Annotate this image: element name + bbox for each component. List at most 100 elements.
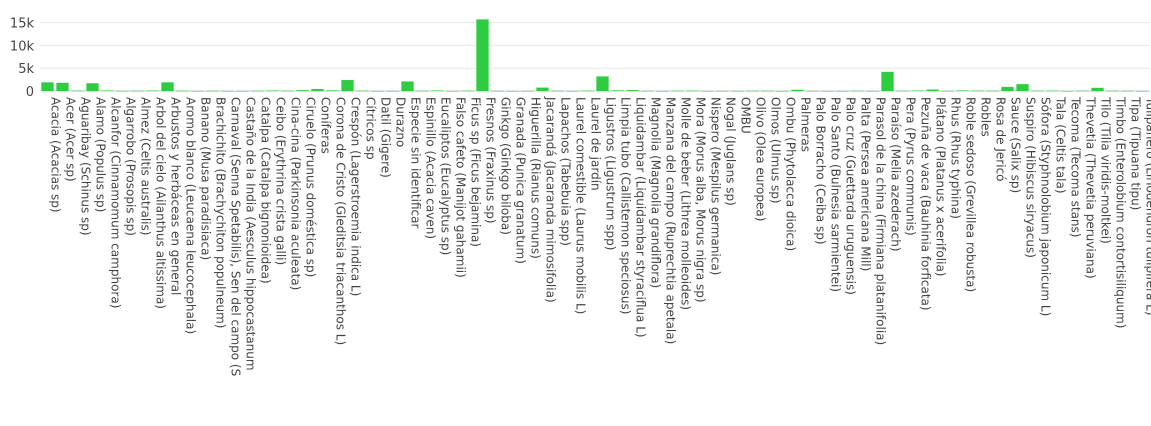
x-tick-label: Timbo (Enterolobium contortisiliquum) [1114, 96, 1128, 328]
bars [41, 19, 1149, 92]
x-tick-label: Nogal (Juglans sp) [724, 97, 738, 206]
bar[interactable] [281, 90, 294, 92]
bar[interactable] [131, 90, 144, 92]
bar[interactable] [1076, 90, 1089, 92]
bar[interactable] [551, 90, 564, 92]
bar[interactable] [971, 90, 984, 92]
bar[interactable] [236, 90, 249, 92]
x-tick-label: Castaño de la India (Aesculus hippocasta… [244, 97, 258, 371]
bar[interactable] [911, 90, 924, 92]
bar[interactable] [371, 90, 384, 92]
bar[interactable] [341, 80, 354, 91]
bar[interactable] [326, 90, 339, 91]
bar[interactable] [461, 90, 474, 92]
bar[interactable] [581, 90, 594, 92]
bar[interactable] [386, 90, 399, 92]
x-tick-label: Palta (Persea americana Mill) [859, 97, 873, 271]
bar[interactable] [1136, 90, 1149, 92]
bar[interactable] [56, 82, 69, 91]
bar[interactable] [1121, 90, 1134, 92]
bar[interactable] [656, 90, 669, 92]
x-tick-label: Manzana del campo (Ruprechtia apetala) [664, 97, 678, 344]
bar[interactable] [1016, 84, 1029, 91]
bar[interactable] [986, 90, 999, 92]
bar[interactable] [1091, 87, 1104, 91]
bar[interactable] [401, 81, 414, 91]
bar[interactable] [266, 90, 279, 92]
bar[interactable] [506, 90, 519, 92]
bar[interactable] [161, 82, 174, 91]
bar[interactable] [116, 90, 129, 92]
x-tick-label: Mora (Morus alba, Morus nigra sp) [694, 97, 708, 303]
bar[interactable] [776, 90, 789, 92]
x-tick-label: Tilo (Tilia viridis-moltkei) [1099, 96, 1113, 244]
bar[interactable] [251, 90, 264, 92]
bar[interactable] [731, 90, 744, 92]
bar[interactable] [416, 90, 429, 92]
bar[interactable] [146, 90, 159, 92]
bar[interactable] [716, 90, 729, 92]
bar[interactable] [296, 90, 309, 91]
bar[interactable] [356, 90, 369, 92]
x-tick-label: Ciruelo (Prunus doméstica sp) [304, 97, 318, 277]
x-tick-label: Durazno [394, 97, 408, 147]
bar[interactable] [1001, 86, 1014, 91]
bar[interactable] [821, 90, 834, 92]
bar[interactable] [836, 90, 849, 92]
bar[interactable] [851, 90, 864, 92]
x-tick-label: Paraíso (Melia azederach) [889, 97, 903, 252]
bar[interactable] [446, 90, 459, 92]
bar[interactable] [311, 88, 324, 91]
x-tick-label: Robles [979, 97, 993, 137]
x-tick-label: Almez (Celtis australis) [139, 97, 153, 235]
x-tick-label: Sauce (Salix sp) [1009, 97, 1023, 193]
bar[interactable] [476, 19, 489, 91]
bar[interactable] [206, 90, 219, 92]
bar[interactable] [761, 90, 774, 92]
bar[interactable] [1061, 90, 1074, 92]
bar[interactable] [521, 90, 534, 92]
bar[interactable] [806, 90, 819, 92]
x-tick-label: Fresnos (Fraxinus sp) [484, 97, 498, 224]
x-tick-label: Datil (Gigere) [379, 97, 393, 178]
x-tick-label: Laurel de jardín [589, 97, 603, 191]
x-tick-label: Laurel comestible (Laurus mobilis L) [574, 97, 588, 314]
bar[interactable] [596, 76, 609, 91]
bar[interactable] [491, 90, 504, 92]
bar[interactable] [926, 89, 939, 91]
bar[interactable] [191, 90, 204, 92]
bar[interactable] [221, 90, 234, 92]
x-tick-label: Cítricos sp [364, 97, 378, 160]
bar[interactable] [746, 90, 759, 92]
bar[interactable] [701, 90, 714, 92]
bar[interactable] [71, 90, 84, 92]
bar[interactable] [1106, 90, 1119, 92]
bar[interactable] [866, 90, 879, 92]
x-tick-label: Ombu (Phytolacca dioica) [784, 97, 798, 251]
bar[interactable] [536, 87, 549, 91]
x-tick-label: Eucaliptos (Eucalyptus sp) [439, 97, 453, 255]
bar[interactable] [431, 90, 444, 92]
bar[interactable] [791, 89, 804, 91]
bar[interactable] [881, 71, 894, 91]
x-tick-label: Molle de beber (Lithrea molleoides) [679, 97, 693, 310]
bar[interactable] [101, 90, 114, 92]
x-tick-label: Corona de Cristo (Gleditsia triacanthos … [334, 97, 348, 345]
bar[interactable] [941, 90, 954, 92]
x-tick-label: Suspiro (Hibiscus siryacus) [1024, 97, 1038, 258]
x-tick-label: Palo Santo (Bulnesia sarmientei) [829, 97, 843, 292]
bar[interactable] [626, 90, 639, 91]
bar[interactable] [641, 90, 654, 92]
bar[interactable] [1046, 90, 1059, 92]
bar[interactable] [896, 90, 909, 92]
bar[interactable] [1031, 90, 1044, 92]
x-tick-label: Rosa de Jericó [994, 97, 1008, 182]
bar[interactable] [86, 83, 99, 91]
bar[interactable] [41, 82, 54, 91]
bar[interactable] [176, 90, 189, 92]
bar[interactable] [566, 90, 579, 92]
bar[interactable] [671, 90, 684, 92]
bar[interactable] [686, 90, 699, 92]
bar[interactable] [611, 90, 624, 91]
bar[interactable] [956, 90, 969, 92]
